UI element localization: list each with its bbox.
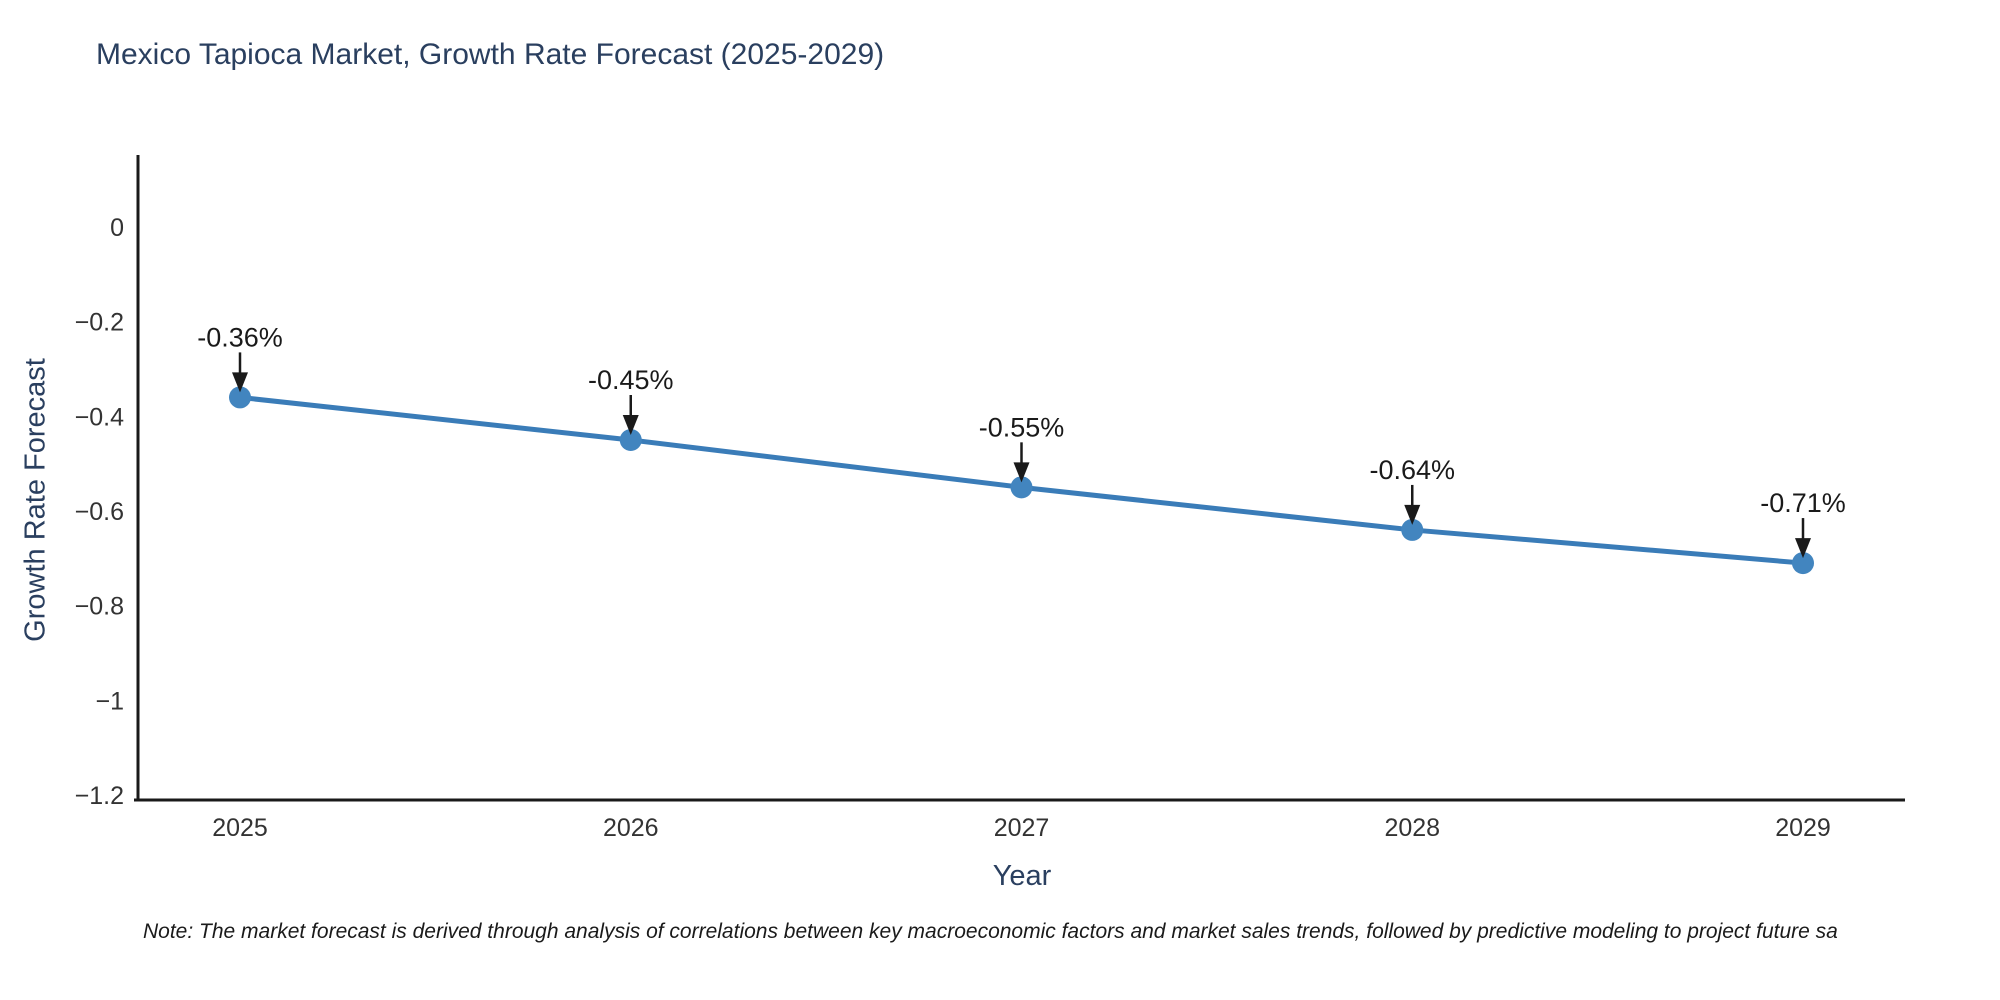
point-annotations: -0.36% -0.45% -0.55% -0.64% -0.71% bbox=[197, 322, 1846, 559]
data-point-marker[interactable] bbox=[229, 386, 251, 409]
y-tick-label: −0.4 bbox=[75, 403, 124, 431]
x-tick-label: 2029 bbox=[1775, 814, 1831, 842]
point-value-label: -0.55% bbox=[979, 412, 1065, 442]
data-point-marker[interactable] bbox=[1792, 552, 1814, 575]
footnote: Note: The market forecast is derived thr… bbox=[143, 920, 1838, 943]
x-tick-label: 2025 bbox=[212, 814, 268, 842]
annotation-arrowhead-icon bbox=[1013, 462, 1030, 483]
x-tick-label: 2028 bbox=[1384, 814, 1440, 842]
data-point-marker[interactable] bbox=[619, 429, 642, 451]
point-value-label: -0.64% bbox=[1369, 455, 1455, 485]
point-value-label: -0.45% bbox=[588, 365, 674, 395]
x-tick-label: 2026 bbox=[603, 814, 659, 842]
y-tick-label: 0 bbox=[110, 214, 124, 242]
line-series bbox=[229, 386, 1814, 575]
tick-labels: 0 −0.2 −0.4 −0.6 −0.8 −1 −1.2 2025 2026 2027 2028 2… bbox=[75, 214, 1831, 842]
annotation-arrowhead-icon bbox=[232, 372, 248, 393]
annotation-arrowhead-icon bbox=[622, 415, 639, 435]
x-axis-title: Year bbox=[992, 860, 1052, 892]
y-tick-label: −1.2 bbox=[75, 782, 124, 810]
y-tick-label: −1 bbox=[95, 687, 124, 715]
y-axis-title: Growth Rate Forecast bbox=[19, 358, 52, 642]
y-tick-label: −0.2 bbox=[75, 309, 124, 337]
y-tick-label: −0.8 bbox=[75, 593, 124, 621]
y-tick-label: −0.6 bbox=[75, 498, 124, 526]
x-tick-label: 2027 bbox=[994, 814, 1050, 842]
axes bbox=[134, 155, 1905, 802]
point-value-label: -0.71% bbox=[1760, 488, 1846, 518]
data-point-marker[interactable] bbox=[1010, 476, 1033, 499]
annotation-arrowhead-icon bbox=[1404, 504, 1421, 525]
annotation-arrowhead-icon bbox=[1795, 538, 1811, 559]
chart-title: Mexico Tapioca Market, Growth Rate Forec… bbox=[96, 38, 885, 71]
data-point-marker[interactable] bbox=[1401, 518, 1424, 541]
point-value-label: -0.36% bbox=[197, 322, 283, 352]
